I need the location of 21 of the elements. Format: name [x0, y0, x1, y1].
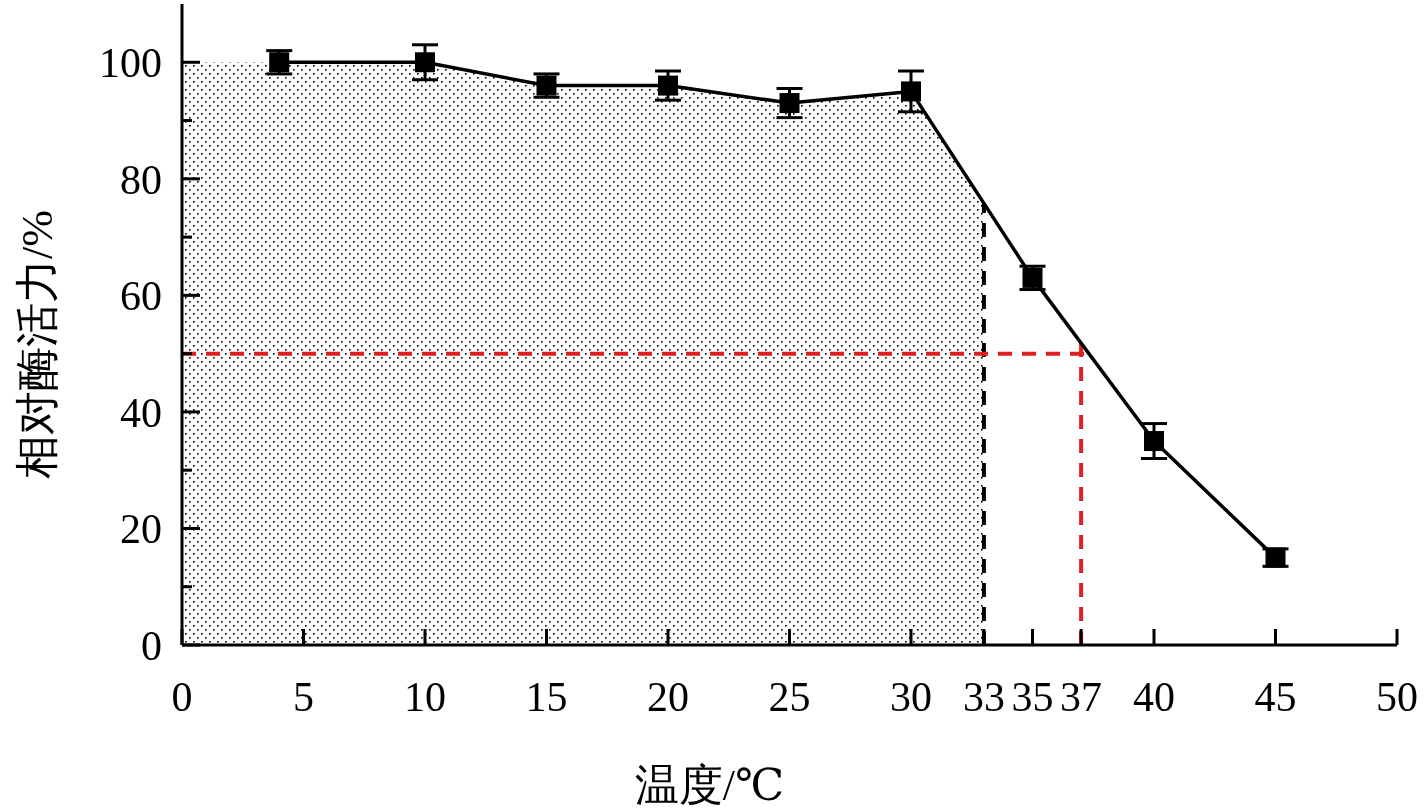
x-tick-label: 0 — [171, 674, 193, 720]
y-tick-label: 60 — [120, 273, 162, 320]
y-tick-label: 80 — [120, 156, 162, 203]
x-tick-label: 30 — [890, 674, 932, 720]
y-tick-label: 100 — [99, 40, 162, 87]
x-tick-label: 25 — [768, 674, 811, 720]
x-tick-label: 15 — [525, 674, 568, 720]
x-axis-title: 温度/℃ — [634, 761, 785, 810]
y-axis-title: 相对酶活力/% — [13, 210, 62, 479]
y-tick-label: 0 — [141, 623, 162, 669]
x-tick-label: 35 — [1011, 674, 1054, 720]
y-tick-label: 40 — [120, 389, 162, 436]
x-tick-label: 20 — [647, 674, 689, 720]
x-tick-label: 33 — [962, 674, 1005, 720]
x-tick-label: 5 — [293, 674, 314, 720]
y-tick-label: 20 — [120, 506, 162, 553]
x-tick-label: 40 — [1133, 674, 1175, 720]
x-tick-label: 37 — [1060, 674, 1103, 720]
x-tick-label: 10 — [404, 674, 446, 720]
x-tick-label: 45 — [1254, 674, 1297, 720]
x-tick-label: 50 — [1376, 674, 1418, 720]
